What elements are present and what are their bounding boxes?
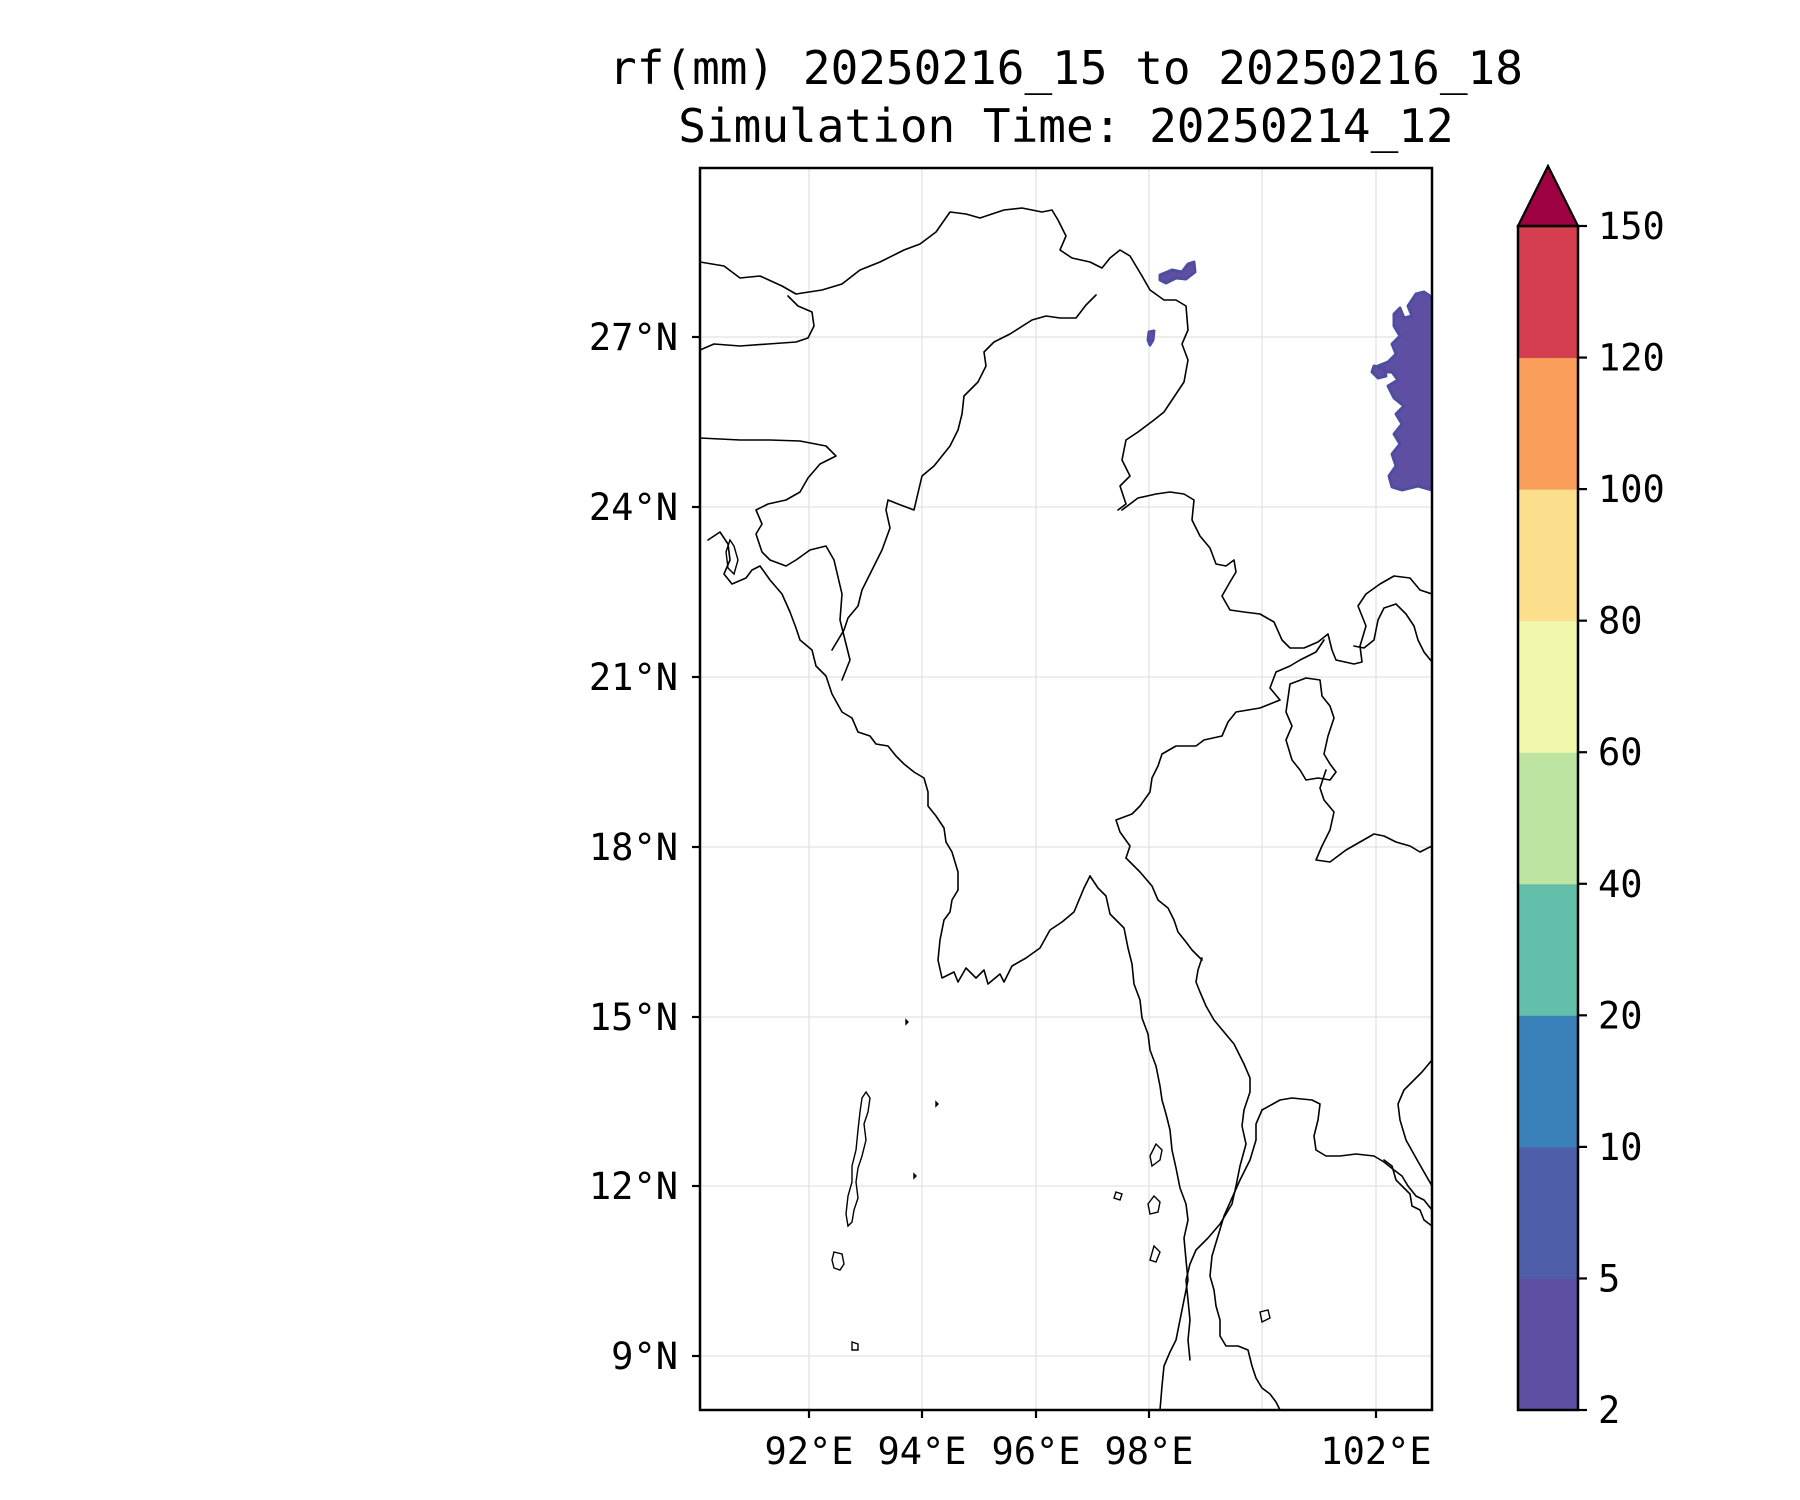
coast-andaman-sea — [1185, 957, 1251, 1361]
coco-islands — [905, 1018, 909, 1026]
barren-island — [913, 1172, 917, 1180]
colorbar-band-100-120 — [1518, 357, 1578, 490]
coast-bangladesh-myanmar — [707, 531, 1091, 985]
lat-tick-label: 24°N — [589, 486, 678, 529]
colorbar-band-5-10 — [1518, 1146, 1578, 1279]
map-frame — [698, 166, 1434, 1412]
border-laos-thailand — [1353, 603, 1432, 663]
lat-tick-label: 21°N — [589, 656, 678, 699]
figure-subtitle: Simulation Time: 20250214_12 — [678, 99, 1453, 153]
lat-axis: 27°N 24°N 21°N 18°N 15°N 12°N 9°N — [589, 316, 700, 1378]
thai-island-koh-phangan — [1259, 1309, 1271, 1324]
mergui-archipelago-south — [1149, 1244, 1161, 1263]
sundarbans-islets — [725, 538, 739, 576]
map-panel: 92°E 94°E 96°E 98°E 102°E 27°N 24°N 21°N… — [589, 166, 1434, 1473]
coast-myanmar-south — [1089, 875, 1189, 1410]
lat-tick-label: 18°N — [589, 826, 678, 869]
lon-tick-label: 92°E — [764, 1430, 853, 1473]
border-myanmar-thailand-south — [1125, 857, 1203, 961]
little-andaman-island — [831, 1251, 845, 1271]
colorbar-tick-label: 80 — [1598, 600, 1643, 643]
colorbar-tick-label: 5 — [1598, 1257, 1620, 1300]
border-bhutan — [700, 295, 815, 351]
lon-tick-label: 98°E — [1104, 1430, 1193, 1473]
colorbar-band-20-40 — [1518, 883, 1578, 1016]
colorbar-band-120-150 — [1518, 226, 1578, 359]
border-north-tibet — [700, 207, 1189, 511]
coast-gulf-thailand — [1261, 1097, 1432, 1211]
colorbar-outline — [1516, 224, 1580, 1412]
colorbar-band-2-5 — [1518, 1278, 1578, 1411]
mergui-archipelago-central — [1147, 1194, 1161, 1215]
rain-patch-east — [1376, 290, 1432, 492]
lat-tick-label: 12°N — [589, 1165, 678, 1208]
lon-tick-label: 102°E — [1320, 1430, 1431, 1473]
lon-tick-label: 96°E — [991, 1430, 1080, 1473]
colorbar-tick-label: 150 — [1598, 205, 1665, 248]
mergui-archipelago-west — [1113, 1191, 1123, 1201]
narcondam-island — [935, 1100, 939, 1108]
colorbar-tick-label: 10 — [1598, 1126, 1643, 1169]
coastlines-borders — [700, 207, 1432, 1410]
colorbar-band-80-100 — [1518, 489, 1578, 622]
border-thailand-cambodia — [1397, 1059, 1432, 1187]
map-background — [700, 168, 1432, 1410]
colorbar-band-60-80 — [1518, 620, 1578, 753]
rain-patch-small — [1146, 329, 1156, 347]
colorbar-tick-label: 100 — [1598, 468, 1665, 511]
colorbar-band-10-20 — [1518, 1015, 1578, 1148]
andaman-islands — [845, 1090, 871, 1228]
colorbar-tick-label: 60 — [1598, 731, 1643, 774]
car-nicobar-island — [851, 1341, 859, 1351]
rain-patch-east-strip — [1370, 364, 1388, 380]
mergui-archipelago-north — [1149, 1142, 1163, 1168]
lat-tick-label: 9°N — [611, 1335, 678, 1378]
colorbar-extend-max — [1516, 163, 1580, 228]
colorbar-tick-label: 2 — [1598, 1389, 1620, 1432]
lat-tick-label: 27°N — [589, 316, 678, 359]
border-thailand-laos-south — [1285, 677, 1337, 781]
colorbar-band-40-60 — [1518, 752, 1578, 885]
figure-title: rf(mm) 20250216_15 to 20250216_18 — [609, 41, 1523, 95]
colorbar-tick-label: 120 — [1598, 337, 1665, 380]
lat-tick-label: 15°N — [589, 996, 678, 1039]
islands — [725, 538, 1271, 1351]
coast-gulf-thailand-east — [1383, 1159, 1432, 1227]
border-bangladesh-north — [700, 437, 851, 681]
border-myanmar-thailand-north — [1115, 639, 1325, 859]
rain-patch-north — [1158, 260, 1197, 285]
border-china-laos — [1121, 491, 1432, 665]
border-assam-myanmar — [831, 294, 1097, 651]
colorbar-tick-label: 20 — [1598, 994, 1643, 1037]
colorbar: 150 120 100 80 60 40 20 10 5 2 — [1516, 163, 1665, 1432]
lon-axis: 92°E 94°E 96°E 98°E 102°E — [764, 1410, 1432, 1473]
rainfall-shading — [1146, 260, 1432, 492]
coast-thailand-peninsula — [1209, 1109, 1281, 1410]
colorbar-tick-label: 40 — [1598, 863, 1643, 906]
border-laos-east — [1315, 769, 1432, 863]
lon-tick-label: 94°E — [877, 1430, 966, 1473]
